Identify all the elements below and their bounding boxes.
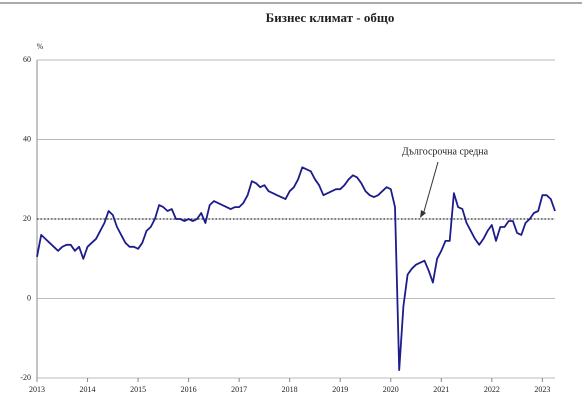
chart-title: Бизнес климат - общо bbox=[266, 10, 395, 25]
x-tick-label: 2016 bbox=[181, 385, 197, 394]
y-tick-label: 20 bbox=[23, 214, 31, 223]
y-tick-label: 0 bbox=[27, 293, 31, 302]
x-tick-label: 2013 bbox=[29, 385, 45, 394]
x-tick-label: 2022 bbox=[484, 385, 500, 394]
x-tick-label: 2020 bbox=[383, 385, 399, 394]
x-tick-label: 2018 bbox=[282, 385, 298, 394]
x-tick-label: 2023 bbox=[534, 385, 550, 394]
annotation-arrow bbox=[422, 161, 439, 216]
x-tick-label: 2015 bbox=[130, 385, 146, 394]
y-tick-label: 40 bbox=[23, 134, 31, 143]
y-axis-label: % bbox=[37, 42, 44, 51]
arrow-head bbox=[420, 210, 426, 218]
y-tick-label: -20 bbox=[20, 373, 31, 382]
series-line bbox=[36, 166, 556, 371]
x-tick-label: 2019 bbox=[332, 385, 348, 394]
x-tick-label: 2014 bbox=[80, 385, 96, 394]
x-tick-label: 2021 bbox=[433, 385, 449, 394]
x-tick-label: 2017 bbox=[231, 385, 247, 394]
annotation: Дългосрочна средна bbox=[402, 146, 489, 157]
y-tick-label: 60 bbox=[23, 55, 31, 64]
